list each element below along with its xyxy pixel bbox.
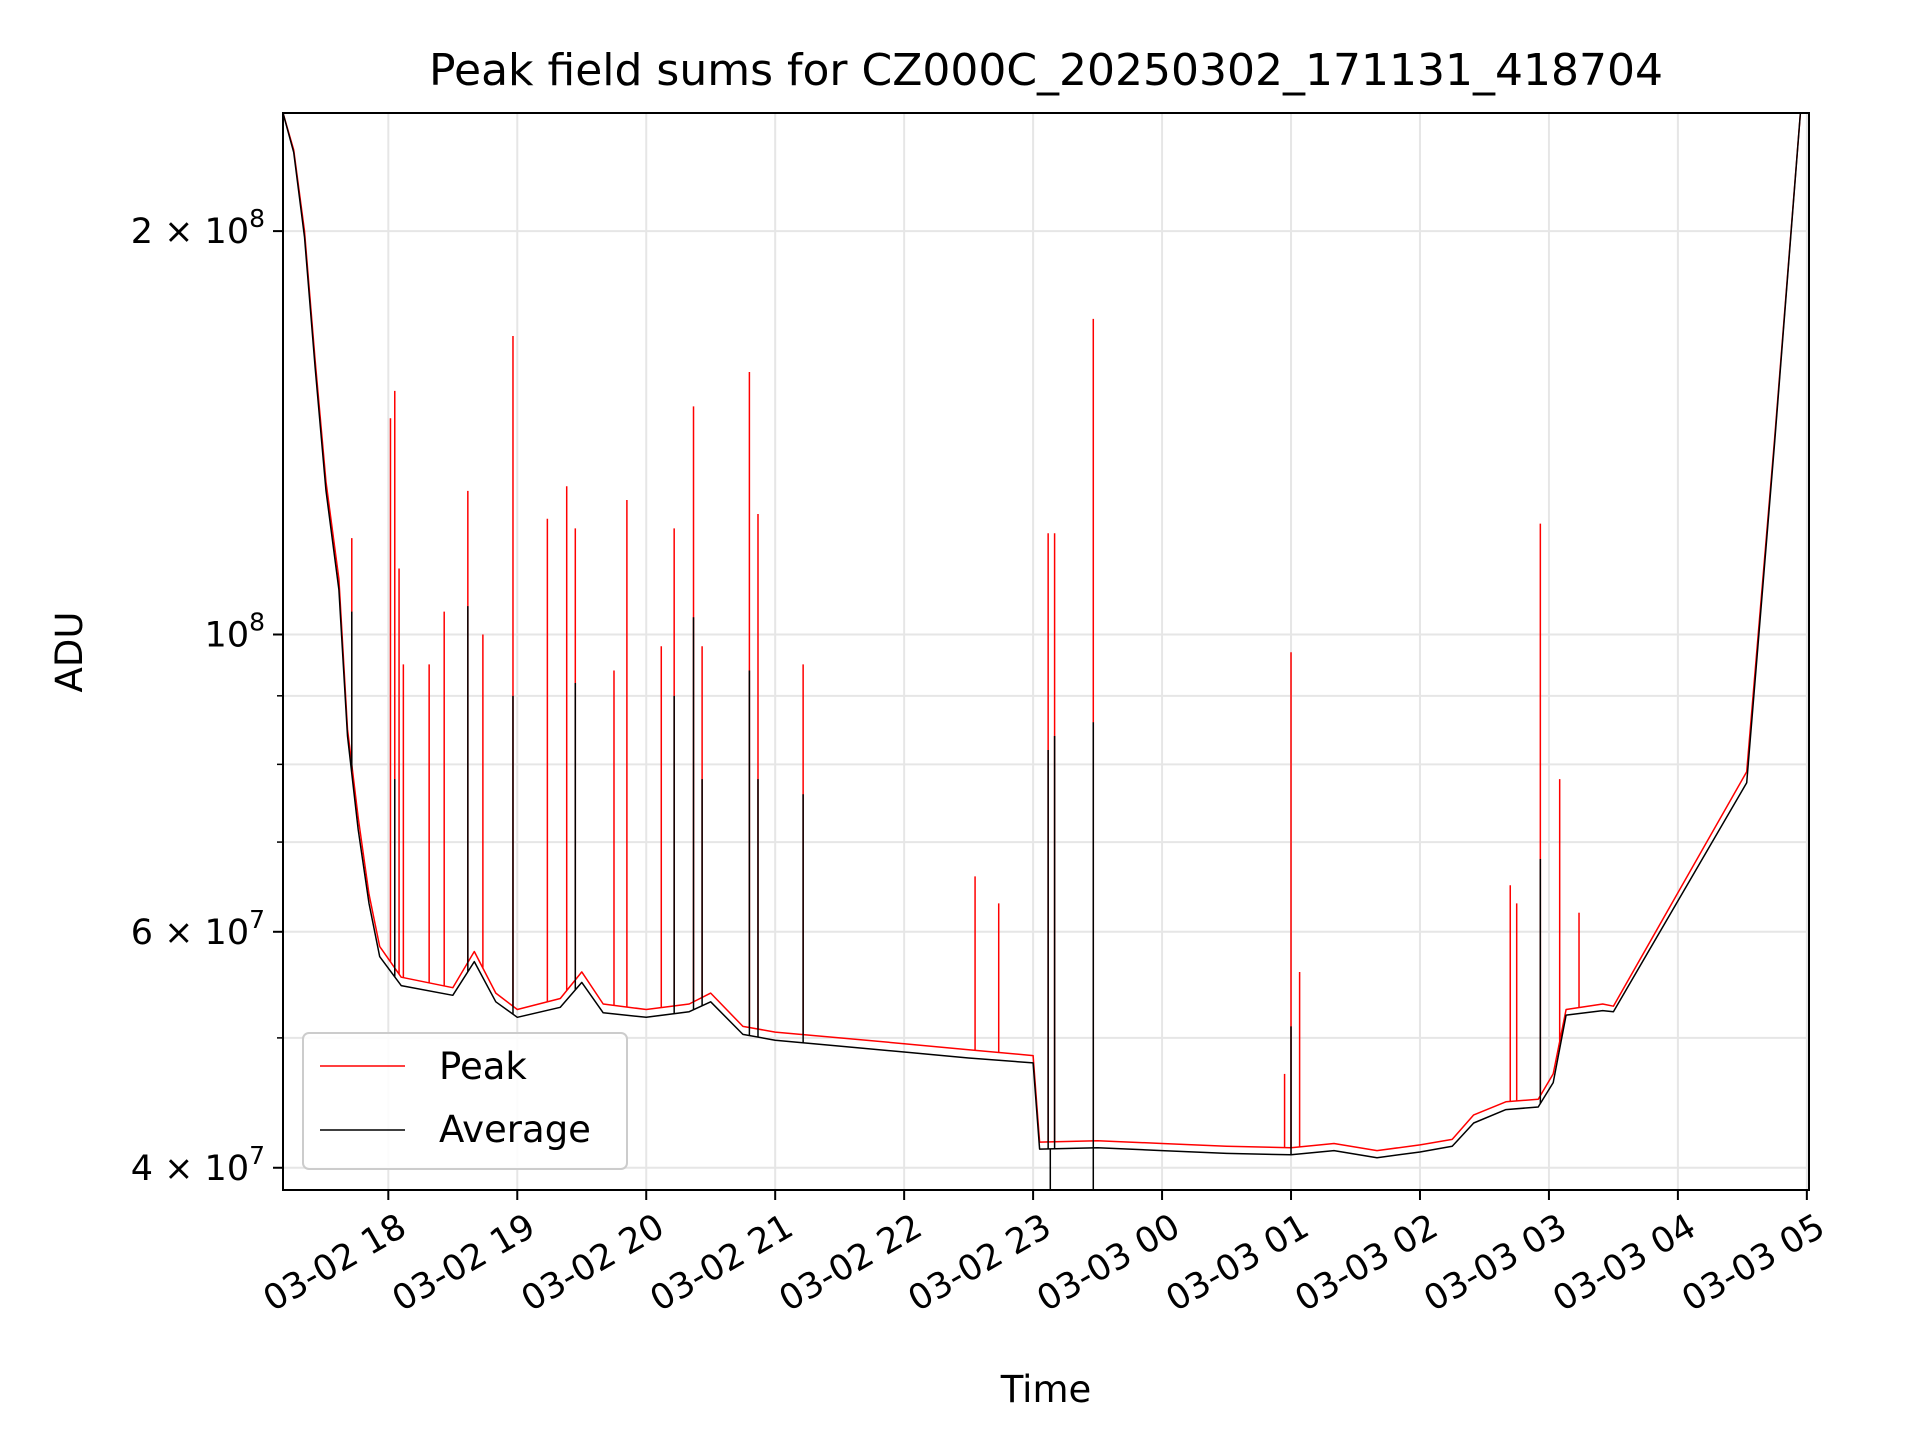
chart-title: Peak field sums for CZ000C_20250302_1711… (429, 45, 1663, 96)
legend-box (302, 1032, 628, 1170)
y-tick-label: 2 × 108 (131, 204, 265, 252)
y-tick-label: 4 × 107 (131, 1141, 265, 1189)
y-tick-label: 6 × 107 (131, 905, 265, 953)
legend-label-average: Average (439, 1108, 591, 1151)
x-axis-title: Time (1000, 1368, 1092, 1411)
series-peak (282, 112, 1802, 1152)
y-axis-title: ADU (48, 612, 91, 693)
series-line-average (282, 112, 1802, 1159)
plot-area (282, 112, 1802, 1190)
series-average (282, 112, 1802, 1190)
plot-frame (282, 112, 1810, 1191)
y-tick-label: 108 (205, 607, 265, 655)
y-axis: 4 × 107 6 × 107 108 2 × 108 (131, 204, 283, 1189)
grid (283, 113, 1809, 1190)
legend: Peak Average (302, 1032, 628, 1170)
series-line-peak (282, 112, 1802, 1152)
legend-label-peak: Peak (439, 1045, 527, 1088)
